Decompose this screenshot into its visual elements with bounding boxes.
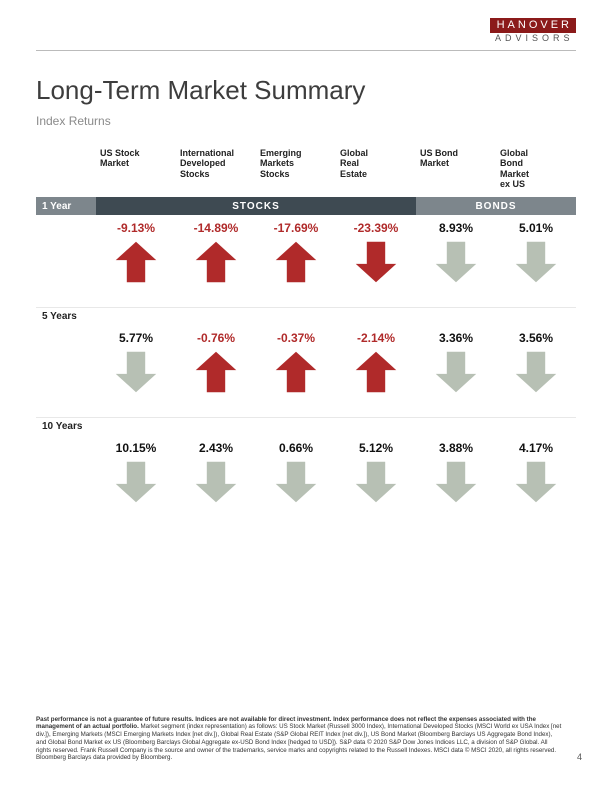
- value-text: 5.77%: [119, 331, 153, 345]
- column-header: GlobalRealEstate: [336, 146, 416, 197]
- value-text: 5.12%: [359, 441, 393, 455]
- returns-grid: US StockMarketInternationalDevelopedStoc…: [36, 146, 576, 527]
- column-header: InternationalDevelopedStocks: [176, 146, 256, 197]
- value-text: 10.15%: [116, 441, 157, 455]
- values-row: 5.77% -0.76% -0.37% -2.14% 3.36% 3.56%: [36, 325, 576, 417]
- value-text: -2.14%: [357, 331, 395, 345]
- value-cell: 0.66%: [256, 435, 336, 527]
- period-spacer: [96, 417, 576, 435]
- value-text: -23.39%: [354, 221, 399, 235]
- value-cell: 2.43%: [176, 435, 256, 527]
- period-band: 10 Years: [36, 417, 576, 435]
- page-title: Long-Term Market Summary: [36, 75, 576, 106]
- page-number: 4: [577, 752, 582, 762]
- column-header-row: US StockMarketInternationalDevelopedStoc…: [36, 146, 576, 197]
- value-cell: -0.37%: [256, 325, 336, 417]
- period-label: 5 Years: [36, 307, 96, 325]
- brand-logo: HANOVER ADVISORS: [490, 18, 576, 43]
- column-header: US StockMarket: [96, 146, 176, 197]
- value-cell: -0.76%: [176, 325, 256, 417]
- value-cell: -2.14%: [336, 325, 416, 417]
- value-cell: 4.17%: [496, 435, 576, 527]
- period-label: 1 Year: [36, 197, 96, 215]
- value-cell: -23.39%: [336, 215, 416, 307]
- logo-bottom-text: ADVISORS: [490, 33, 576, 43]
- period-band: 1 YearSTOCKSBONDS: [36, 197, 576, 215]
- value-text: 5.01%: [519, 221, 553, 235]
- values-row: -9.13% -14.89% -17.69% -23.39% 8.93% 5.01%: [36, 215, 576, 307]
- value-cell: 3.36%: [416, 325, 496, 417]
- value-text: -0.37%: [277, 331, 315, 345]
- value-text: 3.36%: [439, 331, 473, 345]
- period-spacer: [96, 307, 576, 325]
- value-text: 4.17%: [519, 441, 553, 455]
- value-cell: 5.01%: [496, 215, 576, 307]
- value-cell: -9.13%: [96, 215, 176, 307]
- value-text: 3.88%: [439, 441, 473, 455]
- value-cell: 3.88%: [416, 435, 496, 527]
- column-header: EmergingMarketsStocks: [256, 146, 336, 197]
- disclosure-footnote: Past performance is not a guarantee of f…: [36, 716, 562, 763]
- value-cell: 10.15%: [96, 435, 176, 527]
- value-text: 3.56%: [519, 331, 553, 345]
- value-cell: 5.12%: [336, 435, 416, 527]
- page-subtitle: Index Returns: [36, 114, 576, 128]
- top-rule: [36, 50, 576, 51]
- value-cell: -14.89%: [176, 215, 256, 307]
- value-text: 2.43%: [199, 441, 233, 455]
- value-text: 0.66%: [279, 441, 313, 455]
- column-header: US BondMarket: [416, 146, 496, 197]
- value-text: -17.69%: [274, 221, 319, 235]
- logo-top-text: HANOVER: [490, 18, 576, 33]
- period-band: 5 Years: [36, 307, 576, 325]
- column-header: GlobalBondMarketex US: [496, 146, 576, 197]
- period-label: 10 Years: [36, 417, 96, 435]
- value-cell: 8.93%: [416, 215, 496, 307]
- value-cell: -17.69%: [256, 215, 336, 307]
- value-cell: 3.56%: [496, 325, 576, 417]
- group-label-bonds: BONDS: [416, 197, 576, 215]
- value-text: -14.89%: [194, 221, 239, 235]
- value-text: -9.13%: [117, 221, 155, 235]
- value-text: 8.93%: [439, 221, 473, 235]
- value-text: -0.76%: [197, 331, 235, 345]
- value-cell: 5.77%: [96, 325, 176, 417]
- values-row: 10.15% 2.43% 0.66% 5.12% 3.88% 4.17%: [36, 435, 576, 527]
- group-label-stocks: STOCKS: [96, 197, 416, 215]
